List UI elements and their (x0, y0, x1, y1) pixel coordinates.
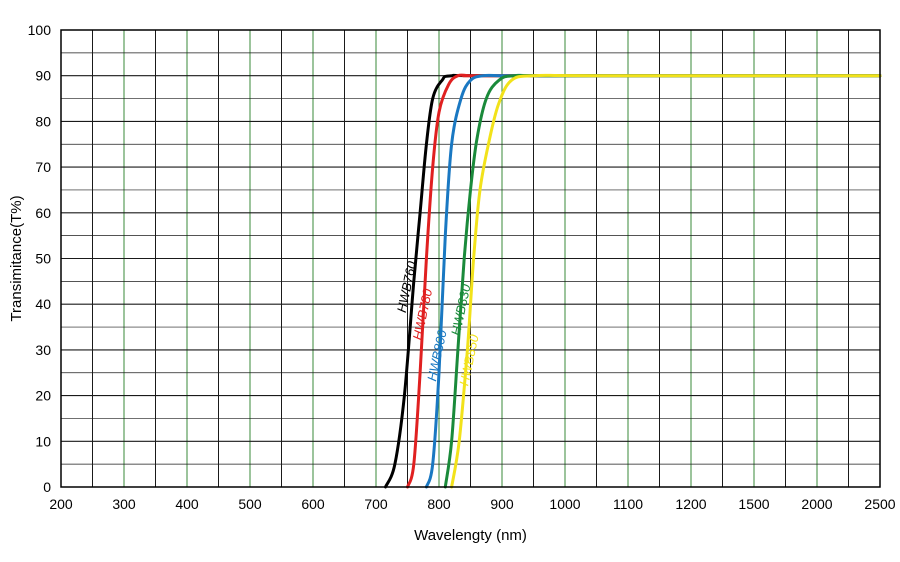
y-tick-label: 90 (35, 68, 51, 84)
y-tick-label: 0 (43, 479, 51, 495)
x-tick-label: 500 (238, 496, 262, 512)
x-tick-label: 600 (301, 496, 325, 512)
x-tick-label: 900 (490, 496, 514, 512)
y-tick-label: 60 (35, 205, 51, 221)
x-tick-label: 700 (364, 496, 388, 512)
series-label-hwb800: HWB800 (424, 328, 450, 383)
x-tick-labels: 200 300 400 500 600 700 800 900 1000 1100 1200 1500… (49, 496, 895, 512)
x-tick-label: 300 (112, 496, 136, 512)
x-tick-label: 1500 (738, 496, 769, 512)
series-line-hwb850 (450, 73, 882, 489)
y-axis-title: Transimitance(T%) (8, 195, 25, 321)
grid (60, 29, 881, 488)
y-tick-label: 20 (35, 388, 51, 404)
y-tick-label: 70 (35, 159, 51, 175)
x-tick-label: 400 (175, 496, 199, 512)
x-tick-label: 800 (427, 496, 451, 512)
x-tick-label: 1000 (549, 496, 580, 512)
y-tick-label: 10 (35, 433, 51, 449)
y-tick-label: 40 (35, 296, 51, 312)
y-tick-label: 100 (28, 22, 52, 38)
x-tick-label: 2500 (864, 496, 895, 512)
x-tick-label: 200 (49, 496, 73, 512)
y-tick-labels: 0 10 20 30 40 50 60 70 80 90 100 (28, 22, 52, 495)
x-axis-title: Wavelengty (nm) (414, 527, 527, 544)
y-tick-label: 80 (35, 113, 51, 129)
y-tick-label: 30 (35, 342, 51, 358)
x-tick-label: 1100 (613, 496, 643, 512)
x-tick-label: 1200 (675, 496, 706, 512)
series-curves (384, 73, 882, 489)
x-tick-label: 2000 (801, 496, 832, 512)
y-tick-label: 50 (35, 251, 51, 267)
plot-frame (60, 29, 881, 488)
series-label-hwb850: HWB850 (456, 332, 482, 387)
